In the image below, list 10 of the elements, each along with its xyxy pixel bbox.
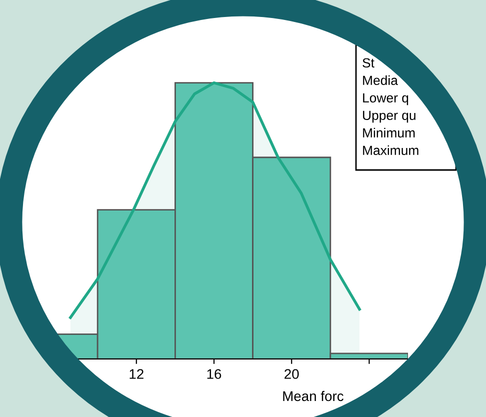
x-tick-label: 16 xyxy=(207,369,222,379)
annotation: Minimum xyxy=(363,128,415,138)
annotation: Media xyxy=(363,75,398,86)
x-tick-label: 20 xyxy=(284,369,299,379)
annotation: Upper qu xyxy=(363,110,416,123)
text: St xyxy=(362,58,374,68)
annotation: Maximum xyxy=(363,145,418,156)
x-axis-title: Mean forc xyxy=(283,390,344,402)
x-tick-label: 12 xyxy=(130,369,144,379)
annotation: Lower q xyxy=(363,93,408,106)
